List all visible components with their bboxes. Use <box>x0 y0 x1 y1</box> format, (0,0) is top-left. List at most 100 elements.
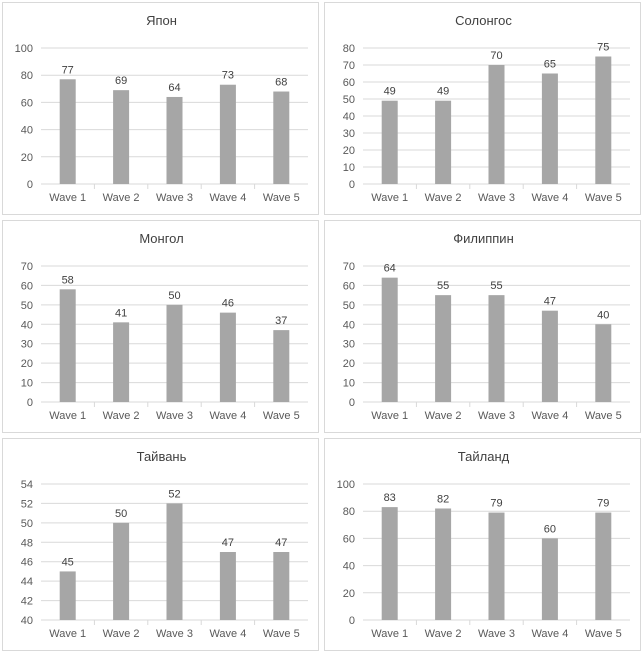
x-tick-label: Wave 1 <box>371 192 408 204</box>
y-tick-label: 30 <box>343 339 355 351</box>
chart-title: Япон <box>146 13 177 28</box>
bar <box>595 56 612 184</box>
y-tick-label: 60 <box>343 280 355 292</box>
x-tick-label: Wave 4 <box>531 410 568 422</box>
data-label: 40 <box>597 309 609 321</box>
y-tick-label: 40 <box>343 111 355 123</box>
y-tick-label: 60 <box>343 533 355 545</box>
x-tick-label: Wave 5 <box>263 410 300 422</box>
y-tick-label: 40 <box>21 125 33 137</box>
bar <box>541 73 558 184</box>
chart-svg: Монгол 0 10 20 30 40 50 60 70 58 Wave 1 41 Wave 2 50 W… <box>21 231 308 422</box>
x-tick-label: Wave 3 <box>156 628 193 640</box>
bar <box>59 79 76 184</box>
y-tick-label: 80 <box>21 70 33 82</box>
bar <box>166 304 183 402</box>
data-label: 46 <box>222 298 234 310</box>
x-tick-label: Wave 2 <box>103 628 140 640</box>
bar <box>166 96 183 184</box>
bar <box>219 312 236 402</box>
data-label: 45 <box>62 556 74 568</box>
data-label: 82 <box>437 493 449 505</box>
bar <box>113 322 130 402</box>
x-tick-label: Wave 4 <box>531 628 568 640</box>
y-tick-label: 46 <box>21 557 33 569</box>
chart-svg: Тайвань 40 42 44 46 48 50 52 54 45 Wave 1 50 Wave 2 5… <box>21 449 308 640</box>
y-tick-label: 20 <box>343 588 355 600</box>
y-tick-label: 60 <box>21 97 33 109</box>
bar <box>381 507 398 620</box>
y-tick-label: 52 <box>21 498 33 510</box>
y-tick-label: 70 <box>21 261 33 273</box>
data-label: 64 <box>168 82 180 94</box>
bar <box>219 552 236 620</box>
y-tick-label: 60 <box>343 77 355 89</box>
y-tick-label: 50 <box>343 300 355 312</box>
bar <box>166 503 183 620</box>
chart-title: Солонгос <box>455 13 512 28</box>
y-tick-label: 80 <box>343 506 355 518</box>
x-tick-label: Wave 5 <box>585 410 622 422</box>
x-tick-label: Wave 3 <box>156 192 193 204</box>
bar <box>381 100 398 184</box>
y-tick-label: 40 <box>343 319 355 331</box>
bar <box>595 512 612 620</box>
y-tick-label: 30 <box>343 128 355 140</box>
data-label: 37 <box>275 315 287 327</box>
bar <box>381 277 398 402</box>
data-label: 77 <box>62 64 74 76</box>
x-tick-label: Wave 3 <box>156 410 193 422</box>
data-label: 75 <box>597 42 609 54</box>
chart-svg: Филиппин 0 10 20 30 40 50 60 70 64 Wave 1 55 Wave 2 5… <box>343 231 630 422</box>
data-label: 65 <box>544 59 556 71</box>
bar <box>273 330 290 402</box>
y-tick-label: 40 <box>21 319 33 331</box>
x-tick-label: Wave 3 <box>478 192 515 204</box>
x-tick-label: Wave 5 <box>263 192 300 204</box>
y-tick-label: 20 <box>343 358 355 370</box>
data-label: 41 <box>115 307 127 319</box>
y-tick-label: 20 <box>21 358 33 370</box>
x-tick-label: Wave 1 <box>49 192 86 204</box>
y-tick-label: 0 <box>27 397 33 409</box>
x-tick-label: Wave 2 <box>425 410 462 422</box>
y-tick-label: 70 <box>343 60 355 72</box>
data-label: 47 <box>275 537 287 549</box>
y-tick-label: 10 <box>21 378 33 390</box>
y-tick-label: 60 <box>21 280 33 292</box>
chart-title: Монгол <box>139 231 183 246</box>
data-label: 49 <box>384 86 396 98</box>
bar <box>59 289 76 402</box>
data-label: 55 <box>490 280 502 292</box>
chart-title: Тайланд <box>458 449 510 464</box>
x-tick-label: Wave 1 <box>371 410 408 422</box>
bar <box>488 512 505 620</box>
y-tick-label: 50 <box>21 300 33 312</box>
y-tick-label: 30 <box>21 339 33 351</box>
chart-panel-korea: Солонгос 0 10 20 30 40 50 60 70 80 49 Wave 1 49 Wave … <box>324 2 641 215</box>
y-tick-label: 80 <box>343 43 355 55</box>
data-label: 60 <box>544 523 556 535</box>
x-tick-label: Wave 3 <box>478 628 515 640</box>
chart-panel-taiwan: Тайвань 40 42 44 46 48 50 52 54 45 Wave 1 50 Wave 2 5… <box>2 438 319 651</box>
x-tick-label: Wave 2 <box>103 410 140 422</box>
x-tick-label: Wave 2 <box>425 628 462 640</box>
x-tick-label: Wave 4 <box>209 192 246 204</box>
x-tick-label: Wave 2 <box>425 192 462 204</box>
data-label: 73 <box>222 70 234 82</box>
bar <box>273 91 290 184</box>
y-tick-label: 0 <box>349 615 355 627</box>
y-tick-label: 0 <box>349 179 355 191</box>
data-label: 47 <box>544 296 556 308</box>
bar <box>541 538 558 620</box>
bar <box>273 552 290 620</box>
data-label: 58 <box>62 274 74 286</box>
data-label: 47 <box>222 537 234 549</box>
x-tick-label: Wave 4 <box>531 192 568 204</box>
data-label: 49 <box>437 86 449 98</box>
y-tick-label: 40 <box>21 615 33 627</box>
bar <box>219 84 236 184</box>
y-tick-label: 50 <box>21 518 33 530</box>
data-label: 52 <box>168 488 180 500</box>
y-tick-label: 0 <box>27 179 33 191</box>
